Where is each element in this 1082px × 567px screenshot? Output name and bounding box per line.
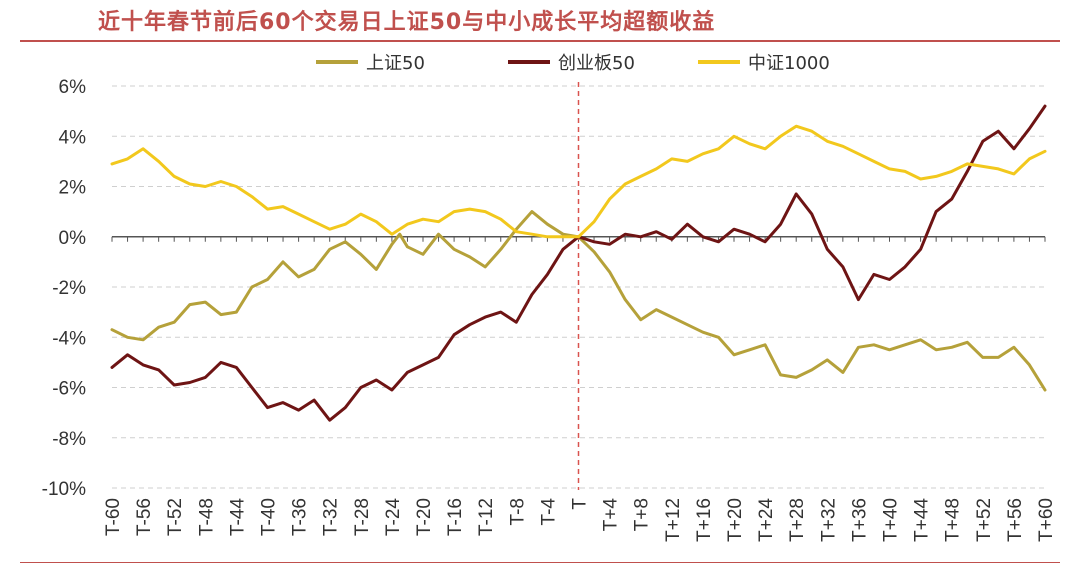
y-tick-label: -6% — [52, 379, 86, 400]
x-tick-label: T+20 — [725, 498, 746, 542]
x-tick-label: T+44 — [912, 498, 933, 542]
series-line-2 — [110, 124, 1047, 239]
legend: 上证50 创业板50 中证1000 — [316, 53, 830, 74]
x-tick-label: T+52 — [974, 498, 995, 542]
y-tick-label: 0% — [59, 228, 87, 249]
x-tick-label: T+40 — [881, 498, 902, 542]
x-tick-label: T+8 — [632, 498, 653, 531]
x-tick-label: T+4 — [601, 498, 622, 532]
x-tick-label: T-48 — [196, 498, 217, 536]
y-tick-label: -2% — [52, 278, 86, 299]
x-tick-label: T+28 — [787, 498, 808, 542]
x-tick-label: T-56 — [134, 498, 155, 536]
x-tick-label: T-8 — [507, 498, 528, 525]
x-tick-label: T-12 — [476, 498, 497, 536]
x-tick-label: T-28 — [352, 498, 373, 536]
x-tick-label: T-24 — [383, 498, 404, 536]
x-tick-label: T+60 — [1036, 498, 1057, 542]
x-tick-label: T+56 — [1005, 498, 1026, 542]
y-tick-label: -4% — [52, 328, 86, 349]
x-tick-label: T-16 — [445, 498, 466, 536]
x-tick-label: T-36 — [290, 498, 311, 536]
x-tick-label: T+12 — [663, 498, 684, 542]
x-tick-label: T+32 — [818, 498, 839, 542]
y-tick-label: 4% — [59, 127, 87, 148]
legend-label-1: 创业板50 — [558, 53, 635, 74]
y-tick-label: -10% — [42, 479, 86, 500]
x-tick-label: T-44 — [227, 498, 248, 536]
x-tick-label: T-40 — [259, 498, 280, 536]
y-tick-label: -8% — [52, 429, 86, 450]
x-tick-label: T-32 — [321, 498, 342, 536]
x-axis-tick-labels: T-60 T-56 T-52 T-48 T-44 T-40 T-36 T-32 T-28 T-24… — [103, 498, 1057, 542]
x-tick-label: T+36 — [849, 498, 870, 542]
x-tick-label: T-52 — [165, 498, 186, 536]
y-tick-label: 2% — [59, 178, 87, 199]
bottom-rule — [20, 562, 1060, 563]
title-underline — [20, 40, 1060, 42]
x-tick-label: T+48 — [943, 498, 964, 542]
legend-label-0: 上证50 — [366, 53, 425, 74]
x-tick-label: T-20 — [414, 498, 435, 536]
x-tick-label: T-4 — [538, 498, 559, 526]
x-tick-label: T — [570, 498, 591, 510]
x-tick-label: T-60 — [103, 498, 124, 536]
x-tick-label: T+24 — [756, 498, 777, 542]
chart-title: 近十年春节前后60个交易日上证50与中小成长平均超额收益 — [98, 10, 716, 35]
gridlines — [112, 85, 1045, 489]
x-tick-label: T+16 — [694, 498, 715, 542]
series-lines — [110, 104, 1047, 422]
y-tick-label: 6% — [59, 77, 87, 98]
y-axis-tick-labels: 6% 4% 2% 0% -2% -4% -6% -8% -10% — [42, 77, 86, 500]
legend-label-2: 中证1000 — [748, 53, 830, 74]
